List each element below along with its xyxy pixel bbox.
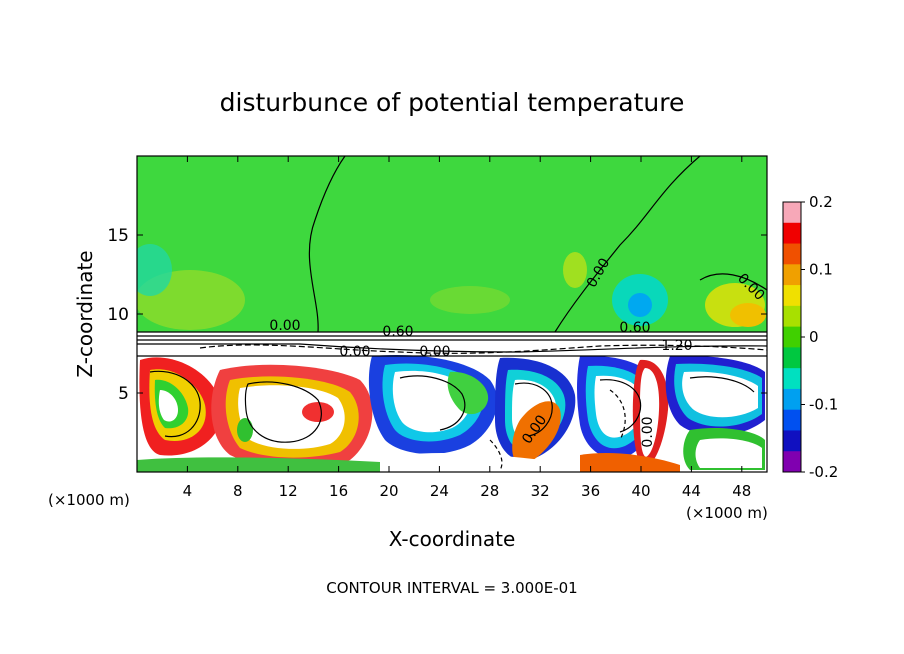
y-axis: 5 10 15 bbox=[107, 226, 767, 404]
region-orange-1 bbox=[730, 303, 766, 327]
contour-loop-3 bbox=[399, 375, 466, 431]
contour-loop-4 bbox=[514, 382, 553, 437]
colorbar: 0.2 0.1 0 -0.1 -0.2 bbox=[782, 193, 838, 481]
colorbar-segment bbox=[783, 347, 801, 369]
x-axis: 4 8 12 16 20 24 28 32 36 40 44 48 bbox=[183, 156, 751, 500]
colorbar-tick-label: 0.1 bbox=[809, 261, 833, 279]
x-unit-left: (×1000 m) bbox=[48, 491, 130, 509]
colorbar-segment bbox=[783, 368, 801, 390]
colorbar-segment bbox=[783, 326, 801, 348]
colorbar-segment bbox=[783, 222, 801, 245]
contour-label: 0.60 bbox=[619, 320, 650, 336]
colorbar-segment bbox=[783, 388, 801, 411]
region-orange-3 bbox=[580, 453, 680, 472]
colorbar-segment bbox=[783, 202, 801, 224]
x-tick-label: 32 bbox=[531, 482, 550, 500]
contour-label: 0.00 bbox=[640, 416, 656, 447]
x-tick-label: 36 bbox=[581, 482, 600, 500]
region-red-3 bbox=[302, 402, 334, 422]
contour-label: 0.00 bbox=[269, 318, 300, 334]
region-yellowgreen-3 bbox=[430, 286, 510, 314]
contour-label: 0.60 bbox=[382, 324, 413, 340]
x-tick-label: 40 bbox=[631, 482, 650, 500]
contour-line-zero-left bbox=[308, 156, 346, 333]
x-tick-label: 12 bbox=[279, 482, 298, 500]
region-white-8 bbox=[695, 438, 762, 468]
x-tick-label: 8 bbox=[233, 482, 243, 500]
colorbar-segment bbox=[783, 243, 801, 265]
x-tick-label: 16 bbox=[329, 482, 348, 500]
region-green-5 bbox=[137, 457, 380, 472]
colorbar-tick-label: -0.2 bbox=[809, 463, 838, 481]
contour-dashed-2 bbox=[609, 389, 626, 441]
region-green-3 bbox=[447, 371, 489, 415]
colorbar-segment bbox=[783, 305, 801, 328]
colorbar-tick-label: -0.1 bbox=[809, 396, 838, 414]
colorbar-segment bbox=[783, 451, 801, 473]
x-tick-label: 4 bbox=[183, 482, 193, 500]
region-white-5 bbox=[594, 375, 644, 438]
x-axis-label: X-coordinate bbox=[389, 527, 516, 551]
contour-dashed-3 bbox=[489, 439, 503, 471]
contour-label: 1.20 bbox=[661, 338, 692, 354]
plot-area bbox=[137, 156, 767, 472]
colorbar-tick-label: 0.2 bbox=[809, 193, 833, 211]
x-unit-right: (×1000 m) bbox=[686, 504, 768, 522]
x-tick-label: 20 bbox=[379, 482, 398, 500]
contour-loop-2 bbox=[149, 370, 201, 438]
y-tick-label: 5 bbox=[118, 384, 129, 404]
colorbar-segment bbox=[783, 264, 801, 286]
contour-lines bbox=[137, 156, 767, 471]
region-teal-1 bbox=[137, 244, 172, 296]
y-axis-label: Z-coordinate bbox=[73, 250, 97, 377]
x-tick-label: 28 bbox=[480, 482, 499, 500]
contour-band-3 bbox=[137, 343, 767, 353]
y-tick-label: 15 bbox=[107, 226, 129, 246]
colorbar-segment bbox=[783, 430, 801, 452]
region-white-1 bbox=[158, 390, 178, 422]
contour-loop-1 bbox=[244, 381, 322, 443]
colorbar-segment bbox=[783, 409, 801, 431]
colorbar-tick-label: 0 bbox=[809, 328, 819, 346]
contour-line-zero-right bbox=[554, 156, 701, 333]
y-tick-label: 10 bbox=[107, 305, 129, 325]
region-blue-1 bbox=[628, 293, 652, 317]
region-green-2 bbox=[237, 418, 253, 442]
chart-title: disturbunce of potential temperature bbox=[220, 88, 685, 117]
contour-loop-6 bbox=[689, 376, 755, 393]
contour-label: 0.00 bbox=[419, 344, 450, 360]
region-yellowgreen-2 bbox=[563, 252, 587, 288]
region-white-6 bbox=[640, 368, 660, 457]
contour-line-zero-far-right bbox=[699, 273, 767, 291]
x-tick-label: 44 bbox=[682, 482, 701, 500]
contour-interval-footer: CONTOUR INTERVAL = 3.000E-01 bbox=[326, 579, 577, 597]
x-tick-label: 24 bbox=[430, 482, 449, 500]
colorbar-segment bbox=[783, 285, 801, 307]
contour-label: 0.00 bbox=[339, 344, 370, 360]
x-tick-label: 48 bbox=[732, 482, 751, 500]
region-white-9 bbox=[400, 452, 560, 472]
contour-dashed-1 bbox=[199, 344, 767, 354]
contour-loop-5 bbox=[599, 379, 642, 433]
